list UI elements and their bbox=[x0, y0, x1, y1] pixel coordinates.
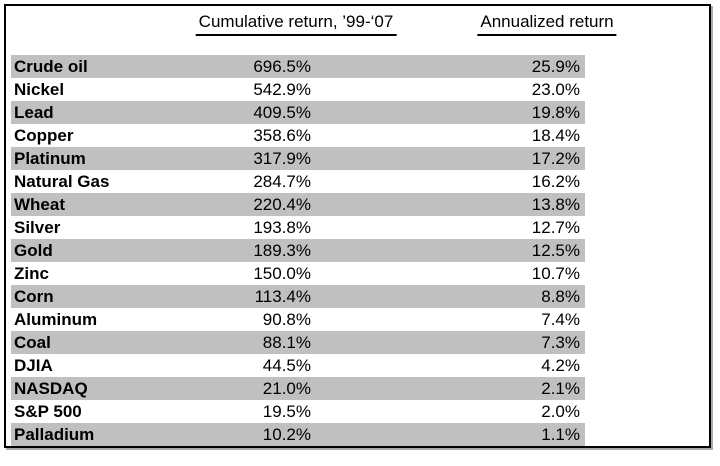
annualized-return-value: 12.7% bbox=[531, 218, 580, 237]
column-header-annualized-return: Annualized return bbox=[477, 12, 617, 36]
cumulative-return-value: 696.5% bbox=[253, 57, 311, 76]
row-label: S&P 500 bbox=[14, 402, 82, 421]
returns-table-frame: Cumulative return, ’99-‘07 Annualized re… bbox=[4, 4, 711, 448]
table-row: Natural Gas 284.7% 16.2% bbox=[11, 170, 585, 193]
table-row: Coal 88.1% 7.3% bbox=[11, 331, 585, 354]
row-label: Coal bbox=[14, 333, 51, 352]
table-row: Corn 113.4% 8.8% bbox=[11, 285, 585, 308]
table-row: Platinum 317.9% 17.2% bbox=[11, 147, 585, 170]
table-row: NASDAQ 21.0% 2.1% bbox=[11, 377, 585, 400]
returns-table-body: Crude oil 696.5% 25.9% Nickel 542.9% 23.0% Lea… bbox=[11, 55, 585, 446]
table-row: Silver 193.8% 12.7% bbox=[11, 216, 585, 239]
cumulative-return-value: 317.9% bbox=[253, 149, 311, 168]
table-row: Gold 189.3% 12.5% bbox=[11, 239, 585, 262]
annualized-return-value: 8.8% bbox=[541, 287, 580, 306]
cumulative-return-value: 358.6% bbox=[253, 126, 311, 145]
table-row: Palladium 10.2% 1.1% bbox=[11, 423, 585, 446]
cumulative-return-value: 113.4% bbox=[254, 287, 311, 306]
row-label: Lead bbox=[14, 103, 54, 122]
row-label: Wheat bbox=[14, 195, 65, 214]
cumulative-return-value: 19.5% bbox=[262, 402, 311, 421]
annualized-return-value: 18.4% bbox=[531, 126, 580, 145]
cumulative-return-value: 88.1% bbox=[262, 333, 311, 352]
row-label: Crude oil bbox=[14, 57, 88, 76]
cumulative-return-value: 150.0% bbox=[253, 264, 311, 283]
table-row: DJIA 44.5% 4.2% bbox=[11, 354, 585, 377]
table-row: Copper 358.6% 18.4% bbox=[11, 124, 585, 147]
row-label: Natural Gas bbox=[14, 172, 110, 191]
annualized-return-value: 23.0% bbox=[531, 80, 580, 99]
cumulative-return-value: 409.5% bbox=[253, 103, 311, 122]
annualized-return-value: 1.1% bbox=[541, 425, 580, 444]
annualized-return-value: 13.8% bbox=[531, 195, 580, 214]
annualized-return-value: 16.2% bbox=[531, 172, 580, 191]
annualized-return-value: 25.9% bbox=[531, 57, 580, 76]
table-row: Crude oil 696.5% 25.9% bbox=[11, 55, 585, 78]
annualized-return-value: 2.1% bbox=[541, 379, 580, 398]
annualized-return-value: 7.3% bbox=[541, 333, 580, 352]
column-header-cumulative-return: Cumulative return, ’99-‘07 bbox=[195, 12, 397, 36]
annualized-return-value: 19.8% bbox=[531, 103, 580, 122]
row-label: Zinc bbox=[14, 264, 49, 283]
cumulative-return-value: 10.2% bbox=[262, 425, 311, 444]
cumulative-return-value: 21.0% bbox=[262, 379, 311, 398]
cumulative-return-value: 90.8% bbox=[262, 310, 311, 329]
annualized-return-value: 4.2% bbox=[541, 356, 580, 375]
row-label: Gold bbox=[14, 241, 53, 260]
cumulative-return-value: 542.9% bbox=[253, 80, 311, 99]
row-label: Copper bbox=[14, 126, 74, 145]
row-label: Nickel bbox=[14, 80, 65, 99]
table-row: Nickel 542.9% 23.0% bbox=[11, 78, 585, 101]
cumulative-return-value: 44.5% bbox=[262, 356, 311, 375]
table-row: Lead 409.5% 19.8% bbox=[11, 101, 585, 124]
row-label: Aluminum bbox=[14, 310, 98, 329]
annualized-return-value: 12.5% bbox=[531, 241, 580, 260]
row-label: Palladium bbox=[14, 425, 95, 444]
cumulative-return-value: 284.7% bbox=[253, 172, 311, 191]
cumulative-return-value: 189.3% bbox=[253, 241, 311, 260]
row-label: Platinum bbox=[14, 149, 86, 168]
row-label: Silver bbox=[14, 218, 61, 237]
table-row: S&P 500 19.5% 2.0% bbox=[11, 400, 585, 423]
cumulative-return-value: 220.4% bbox=[253, 195, 311, 214]
annualized-return-value: 2.0% bbox=[541, 402, 580, 421]
row-label: NASDAQ bbox=[14, 379, 88, 398]
row-label: DJIA bbox=[14, 356, 53, 375]
row-label: Corn bbox=[14, 287, 54, 306]
annualized-return-value: 17.2% bbox=[531, 149, 580, 168]
table-row: Aluminum 90.8% 7.4% bbox=[11, 308, 585, 331]
cumulative-return-value: 193.8% bbox=[253, 218, 311, 237]
annualized-return-value: 7.4% bbox=[541, 310, 580, 329]
table-row: Wheat 220.4% 13.8% bbox=[11, 193, 585, 216]
annualized-return-value: 10.7% bbox=[531, 264, 580, 283]
table-row: Zinc 150.0% 10.7% bbox=[11, 262, 585, 285]
